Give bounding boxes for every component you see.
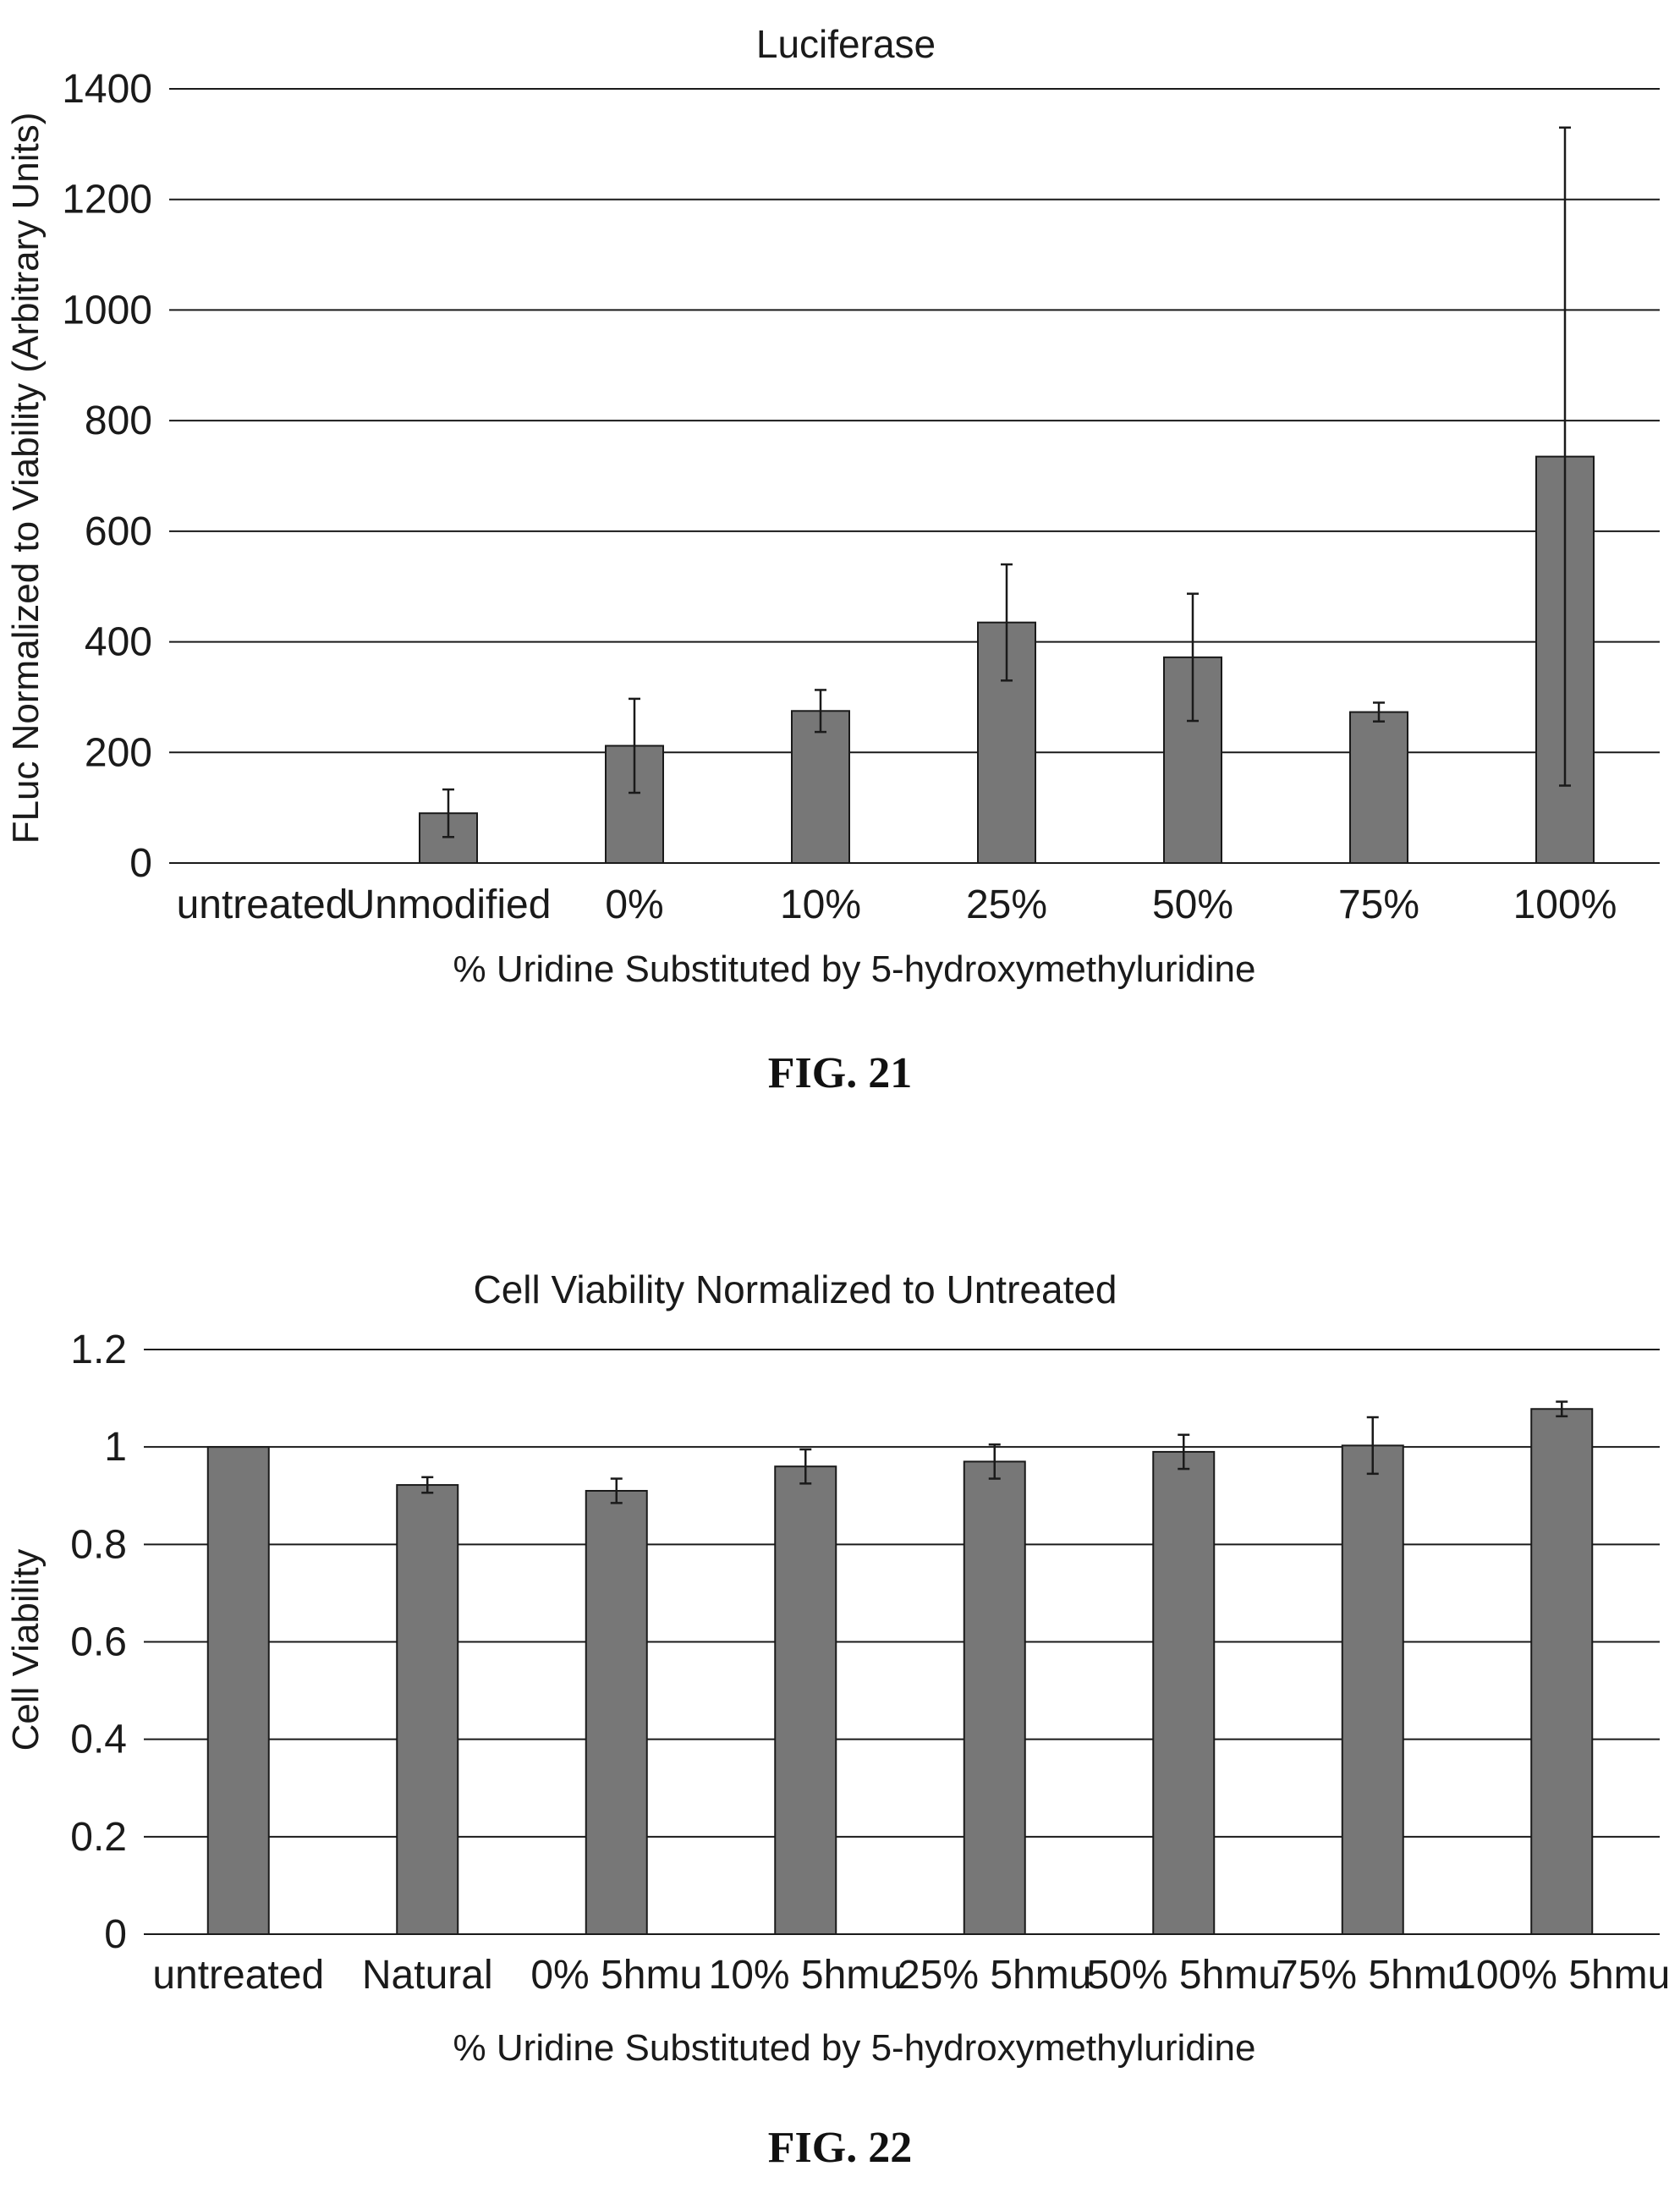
y-tick-label: 0.8 xyxy=(70,1522,127,1567)
bar xyxy=(206,1446,270,1935)
x-tick-label: untreated xyxy=(177,882,349,927)
x-tick-label: Natural xyxy=(362,1953,493,1998)
y-tick-label: 400 xyxy=(85,620,152,665)
x-tick-label: Unmodified xyxy=(346,882,552,927)
y-tick-label: 0 xyxy=(104,1912,127,1957)
y-tick-label: 1200 xyxy=(62,178,152,223)
error-bars xyxy=(421,1400,1568,1504)
y-tick-label: 200 xyxy=(85,730,152,775)
x-tick-label: 50% xyxy=(1152,882,1233,927)
y-axis-label: FLuc Normalized to Viability (Arbitrary … xyxy=(5,113,47,844)
luciferase-chart: Luciferase 0 200 400 600 800 1000 1200 1400 unt… xyxy=(5,22,1660,1097)
bars xyxy=(206,1408,1594,1936)
error-bars xyxy=(442,126,1571,838)
x-tick-label: 75% xyxy=(1338,882,1419,927)
x-tick-label: 75% 5hmu xyxy=(1276,1953,1469,1998)
bar xyxy=(1152,1450,1216,1936)
x-axis-label: % Uridine Substituted by 5-hydroxymethyl… xyxy=(453,948,1256,990)
bar xyxy=(1349,711,1408,865)
bar xyxy=(396,1484,459,1935)
y-axis-label: Cell Viability xyxy=(5,1549,47,1751)
x-tick-label: 50% 5hmu xyxy=(1087,1953,1281,1998)
bar xyxy=(791,710,850,865)
x-tick-label: 0% xyxy=(605,882,663,927)
figure-label: FIG. 21 xyxy=(768,1049,912,1097)
bar xyxy=(977,621,1036,864)
y-tick-label: 0.4 xyxy=(70,1718,127,1762)
y-tick-labels: 0 200 400 600 800 1000 1200 1400 xyxy=(62,67,152,886)
chart-title: Luciferase xyxy=(756,22,936,66)
bar xyxy=(774,1465,837,1935)
x-tick-label: 25% xyxy=(966,882,1047,927)
bar xyxy=(963,1460,1026,1935)
bar xyxy=(1341,1444,1404,1936)
y-tick-labels: 0 0.2 0.4 0.6 0.8 1 1.2 xyxy=(70,1328,127,1957)
x-tick-label: 10% xyxy=(780,882,861,927)
y-tick-label: 1 xyxy=(104,1425,127,1470)
x-tick-label: 10% 5hmu xyxy=(709,1953,903,1998)
x-tick-label: 100% 5hmu xyxy=(1453,1953,1670,1998)
y-tick-label: 1400 xyxy=(62,67,152,112)
bar xyxy=(1530,1408,1594,1936)
y-tick-label: 0.6 xyxy=(70,1620,127,1665)
cell-viability-chart: Cell Viability Normalized to Untreated 0… xyxy=(5,1267,1670,2172)
x-tick-label: 100% xyxy=(1513,882,1617,927)
y-tick-label: 1.2 xyxy=(70,1328,127,1372)
gridlines xyxy=(144,1349,1660,1935)
bar xyxy=(585,1489,648,1936)
y-tick-label: 600 xyxy=(85,509,152,554)
x-tick-label: 0% 5hmu xyxy=(530,1953,702,1998)
gridlines xyxy=(169,88,1660,864)
y-tick-label: 800 xyxy=(85,399,152,443)
x-axis-label: % Uridine Substituted by 5-hydroxymethyl… xyxy=(453,2027,1256,2069)
y-tick-label: 0.2 xyxy=(70,1815,127,1860)
y-tick-label: 0 xyxy=(129,841,152,886)
x-tick-label: untreated xyxy=(152,1953,324,1998)
x-tick-label: 25% 5hmu xyxy=(898,1953,1091,1998)
figure-label: FIG. 22 xyxy=(768,2124,912,2172)
y-tick-label: 1000 xyxy=(62,288,152,333)
chart-title: Cell Viability Normalized to Untreated xyxy=(473,1267,1117,1311)
